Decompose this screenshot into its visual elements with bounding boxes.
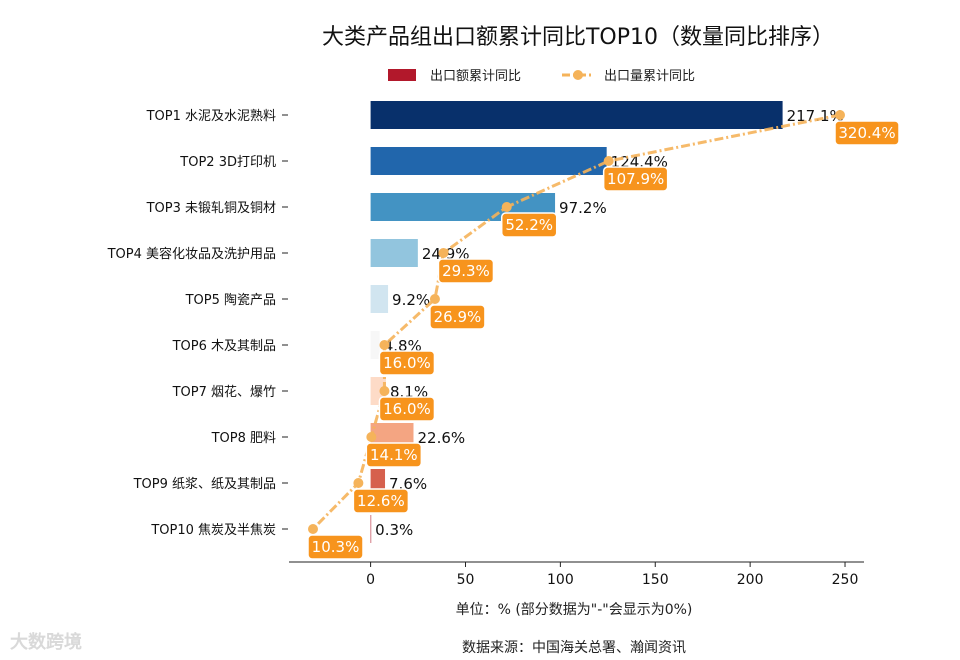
line-point [835, 110, 845, 120]
legend-line-label: 出口量累计同比 [604, 69, 695, 84]
x-tick-label: 50 [457, 572, 475, 588]
bar-value-label: 217.1% [787, 107, 844, 125]
y-tick-label: TOP10 焦炭及半焦炭 [150, 523, 276, 538]
line-label-box [378, 396, 436, 422]
line-label-box [834, 120, 900, 146]
bar [370, 515, 372, 543]
line-label-box [378, 350, 436, 376]
line-value-label: 29.3% [442, 262, 490, 280]
line-series [308, 110, 845, 534]
line-path [311, 113, 841, 531]
y-tick-label: TOP3 未锻轧铜及铜材 [146, 201, 276, 216]
line-value-label: 14.1% [370, 446, 418, 464]
bar [370, 285, 389, 313]
legend: 出口额累计同比 出口量累计同比 [388, 69, 695, 84]
line-value-label: 320.4% [838, 124, 895, 142]
legend-bar-label: 出口额累计同比 [430, 69, 521, 84]
line-value-label: 26.9% [434, 308, 482, 326]
line-label-box [365, 442, 423, 468]
line-point [438, 248, 449, 258]
line-label-box [437, 258, 495, 284]
y-tick-label: TOP5 陶瓷产品 [185, 292, 276, 308]
x-axis: 0 50 100 150 200 250 [289, 561, 864, 588]
line-value-label: 10.3% [312, 538, 360, 556]
bar [370, 147, 607, 175]
line-label-box [500, 212, 558, 238]
bar-value-label: 0.3% [375, 521, 413, 539]
y-tick-label: TOP1 水泥及水泥熟料 [146, 108, 276, 124]
x-tick-label: 250 [832, 572, 859, 588]
x-tick-label: 0 [366, 572, 375, 588]
bar-series [370, 101, 783, 543]
line-point [353, 478, 364, 488]
bar [370, 101, 783, 129]
y-axis-tick-labels: TOP1 水泥及水泥熟料 TOP2 3D打印机 TOP3 未锻轧铜及铜材 TOP4 美… [107, 108, 288, 538]
y-tick-label: TOP7 烟花、爆竹 [172, 384, 276, 400]
legend-bar-swatch [388, 69, 416, 81]
line-value-label: 12.6% [357, 492, 405, 510]
x-axis-label: 单位：% (部分数据为"-"会显示为0%) [456, 602, 693, 618]
bar-value-label: 97.2% [559, 199, 607, 217]
line-label-box [307, 534, 364, 560]
line-point [379, 386, 390, 396]
line-point [379, 340, 390, 350]
line-point [429, 294, 440, 304]
line-value-label: 16.0% [383, 400, 431, 418]
y-tick-label: TOP8 肥料 [211, 431, 276, 446]
line-point [308, 524, 318, 534]
y-tick-label: TOP6 木及其制品 [172, 339, 276, 354]
line-point [366, 432, 377, 442]
y-tick-label: TOP9 纸浆、纸及其制品 [133, 477, 276, 492]
line-label-box [352, 488, 410, 514]
chart-title: 大类产品组出口额累计同比TOP10（数量同比排序） [322, 25, 834, 50]
line-value-label: 16.0% [383, 354, 431, 372]
bar-value-label: 22.6% [417, 429, 465, 447]
bar [370, 331, 380, 359]
line-value-labels: 320.4% 107.9% 52.2% 29.3% 26.9% 16.0% 16.0% 14.… [307, 120, 900, 560]
y-tick-label: TOP4 美容化妆品及洗护用品 [107, 246, 276, 262]
x-tick-label: 100 [547, 572, 574, 588]
legend-line-marker [573, 70, 583, 80]
line-value-label: 107.9% [607, 170, 664, 188]
line-label-box [429, 304, 486, 330]
line-value-label: 52.2% [505, 216, 553, 234]
line-point [501, 202, 512, 212]
watermark: 大数跨境 [10, 632, 82, 653]
line-label-box [602, 166, 669, 192]
y-tick-label: TOP2 3D打印机 [179, 155, 276, 170]
x-tick-label: 200 [737, 572, 764, 588]
source-note: 数据来源：中国海关总署、瀚闻资讯 [462, 640, 686, 656]
bar-value-label: 9.2% [392, 291, 430, 309]
x-tick-label: 150 [642, 572, 669, 588]
line-point [603, 156, 614, 166]
bar [370, 239, 418, 267]
